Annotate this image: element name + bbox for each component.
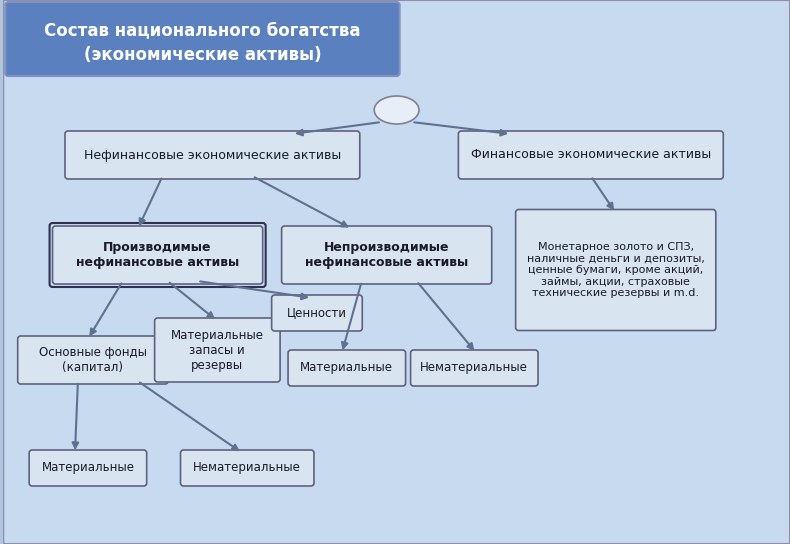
Text: Непроизводимые
нефинансовые активы: Непроизводимые нефинансовые активы bbox=[305, 241, 468, 269]
Bar bbox=[277, 301, 363, 331]
FancyBboxPatch shape bbox=[3, 0, 790, 544]
Ellipse shape bbox=[374, 96, 419, 124]
FancyBboxPatch shape bbox=[6, 2, 400, 76]
FancyBboxPatch shape bbox=[155, 318, 280, 382]
Text: Материальные: Материальные bbox=[300, 362, 393, 374]
Text: Материальные: Материальные bbox=[41, 461, 134, 474]
FancyBboxPatch shape bbox=[272, 295, 363, 331]
Text: Основные фонды
(капитал): Основные фонды (капитал) bbox=[39, 346, 147, 374]
Bar bbox=[288, 232, 491, 284]
FancyBboxPatch shape bbox=[29, 450, 147, 486]
Text: Финансовые экономические активы: Финансовые экономические активы bbox=[471, 149, 711, 162]
FancyBboxPatch shape bbox=[288, 350, 405, 386]
FancyBboxPatch shape bbox=[281, 226, 491, 284]
Text: Нематериальные: Нематериальные bbox=[194, 461, 301, 474]
FancyBboxPatch shape bbox=[411, 350, 538, 386]
FancyBboxPatch shape bbox=[65, 131, 359, 179]
FancyBboxPatch shape bbox=[17, 336, 168, 384]
Text: Материальные
запасы и
резервы: Материальные запасы и резервы bbox=[171, 329, 264, 372]
Bar bbox=[186, 456, 314, 486]
Bar bbox=[71, 137, 359, 179]
FancyBboxPatch shape bbox=[181, 450, 314, 486]
Bar bbox=[416, 356, 538, 386]
Text: Монетарное золото и СПЗ,
наличные деньги и депозиты,
ценные бумаги, кроме акций,: Монетарное золото и СПЗ, наличные деньги… bbox=[527, 242, 705, 298]
Text: Производимые
нефинансовые активы: Производимые нефинансовые активы bbox=[76, 241, 239, 269]
FancyBboxPatch shape bbox=[458, 131, 724, 179]
Text: (экономические активы): (экономические активы) bbox=[84, 46, 322, 64]
Bar bbox=[58, 232, 263, 284]
Bar bbox=[465, 137, 724, 179]
FancyBboxPatch shape bbox=[53, 226, 263, 284]
FancyBboxPatch shape bbox=[516, 209, 716, 331]
Text: Нематериальные: Нематериальные bbox=[420, 362, 529, 374]
Bar bbox=[521, 215, 716, 331]
Text: Нефинансовые экономические активы: Нефинансовые экономические активы bbox=[84, 149, 341, 162]
Bar bbox=[160, 324, 280, 382]
Bar bbox=[35, 456, 147, 486]
Bar bbox=[294, 356, 405, 386]
Text: Ценности: Ценности bbox=[287, 306, 347, 319]
Text: Состав национального богатства: Состав национального богатства bbox=[44, 21, 361, 39]
Bar bbox=[24, 342, 168, 384]
